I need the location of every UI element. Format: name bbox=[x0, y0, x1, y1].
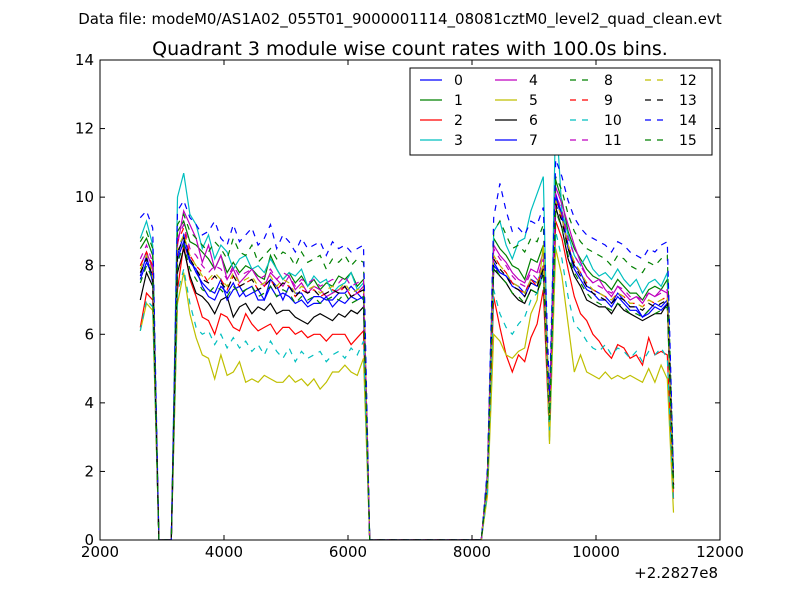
legend-label-9: 9 bbox=[604, 93, 613, 109]
legend-label-15: 15 bbox=[679, 133, 697, 149]
y-tick-label: 12 bbox=[75, 120, 94, 138]
x-tick-label: 12000 bbox=[696, 543, 744, 561]
series-line-15 bbox=[139, 210, 675, 540]
series-line-14 bbox=[139, 159, 675, 540]
legend-label-11: 11 bbox=[604, 133, 622, 149]
legend-label-5: 5 bbox=[529, 93, 538, 109]
series-line-12 bbox=[139, 200, 675, 540]
legend-label-14: 14 bbox=[679, 113, 697, 129]
legend-label-12: 12 bbox=[679, 73, 697, 89]
y-tick-label: 2 bbox=[84, 462, 94, 480]
y-tick-label: 14 bbox=[75, 51, 94, 69]
x-tick-label: 10000 bbox=[572, 543, 620, 561]
legend-label-6: 6 bbox=[529, 113, 538, 129]
series-line-13 bbox=[139, 203, 675, 540]
y-tick-label: 4 bbox=[84, 394, 94, 412]
y-tick-label: 6 bbox=[84, 325, 94, 343]
plot-frame bbox=[99, 59, 721, 541]
series-line-11 bbox=[139, 193, 675, 540]
series-line-1 bbox=[139, 179, 675, 540]
series-line-10 bbox=[139, 231, 675, 540]
y-tick-label: 10 bbox=[75, 188, 94, 206]
x-tick-label: 4000 bbox=[205, 543, 243, 561]
chart-title: Quadrant 3 module wise count rates with … bbox=[152, 38, 668, 60]
legend-label-4: 4 bbox=[529, 73, 538, 89]
legend-label-3: 3 bbox=[454, 133, 463, 149]
series-line-7 bbox=[139, 196, 675, 540]
data-file-label: Data file: modeM0/AS1A02_055T01_90000011… bbox=[78, 10, 722, 29]
series-line-5 bbox=[139, 245, 675, 540]
legend-label-8: 8 bbox=[604, 73, 613, 89]
legend-label-0: 0 bbox=[454, 73, 463, 89]
y-tick-label: 0 bbox=[84, 531, 94, 549]
legend-label-1: 1 bbox=[454, 93, 463, 109]
x-tick-label: 2000 bbox=[81, 543, 119, 561]
series-line-8 bbox=[139, 176, 675, 540]
y-tick-label: 8 bbox=[84, 257, 94, 275]
legend-label-13: 13 bbox=[679, 93, 697, 109]
legend-label-2: 2 bbox=[454, 113, 463, 129]
series-line-2 bbox=[139, 220, 675, 540]
x-offset-label: +2.2827e8 bbox=[634, 564, 718, 582]
series-layer bbox=[139, 107, 675, 540]
legend-label-10: 10 bbox=[604, 113, 622, 129]
x-tick-label: 6000 bbox=[329, 543, 367, 561]
series-line-3 bbox=[139, 107, 675, 540]
legend-label-7: 7 bbox=[529, 133, 538, 149]
series-line-6 bbox=[139, 207, 675, 540]
x-tick-label: 8000 bbox=[453, 543, 491, 561]
